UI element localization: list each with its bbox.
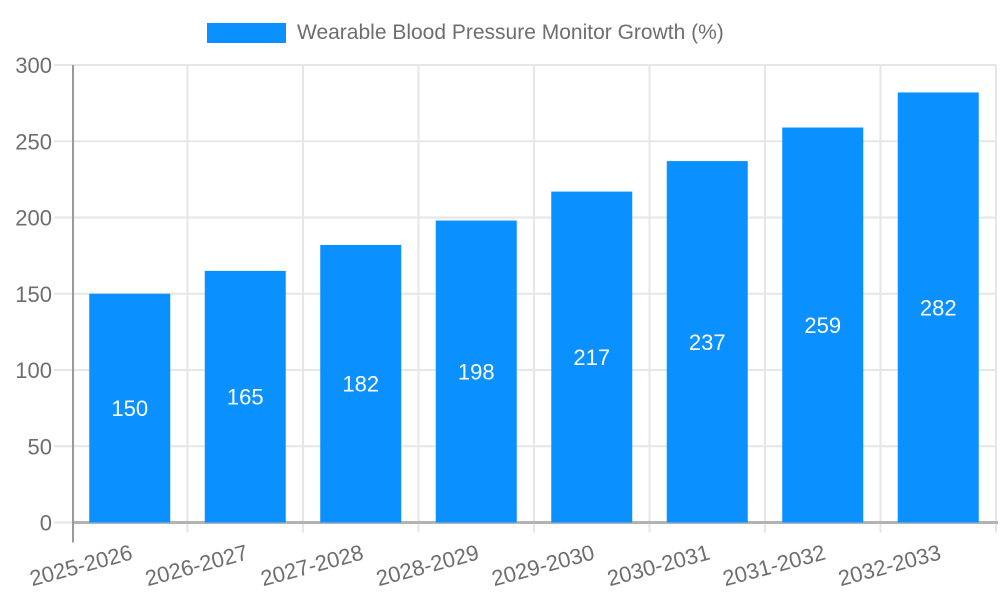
x-axis-label: 2030-2031 (604, 540, 712, 591)
bar[interactable] (435, 220, 517, 523)
legend-label: Wearable Blood Pressure Monitor Growth (… (297, 21, 724, 44)
x-axis-label: 2026-2027 (142, 540, 250, 591)
chart-legend: Wearable Blood Pressure Monitor Growth (… (207, 21, 724, 44)
bar-value-label: 165 (227, 385, 264, 410)
bar[interactable] (551, 191, 633, 523)
bar[interactable] (320, 244, 402, 523)
y-axis-label: 300 (15, 53, 52, 78)
bar-value-label: 217 (573, 345, 610, 370)
legend-swatch (207, 23, 286, 43)
x-axis-label: 2027-2028 (258, 540, 366, 591)
y-axis-label: 150 (15, 282, 52, 307)
y-axis-label: 50 (28, 434, 52, 459)
bar-value-label: 182 (342, 372, 379, 397)
x-axis-label: 2029-2030 (489, 540, 597, 591)
y-axis-label: 250 (15, 129, 52, 154)
y-axis-label: 200 (15, 206, 52, 231)
x-axis-label: 2031-2032 (720, 540, 828, 591)
x-axis-label: 2028-2029 (373, 540, 481, 591)
bar[interactable] (897, 92, 979, 523)
bar[interactable] (89, 293, 171, 523)
bar-value-label: 259 (804, 313, 841, 338)
x-axis-label: 2032-2033 (835, 540, 943, 591)
y-axis-label: 100 (15, 358, 52, 383)
bar-value-label: 237 (689, 330, 726, 355)
bar-value-label: 282 (920, 295, 957, 320)
bar[interactable] (204, 270, 286, 523)
y-axis-label: 0 (40, 511, 52, 536)
bar-value-label: 198 (458, 360, 495, 385)
bar-value-label: 150 (111, 396, 148, 421)
x-axis-label: 2025-2026 (27, 540, 135, 591)
bar[interactable] (666, 161, 748, 523)
bar[interactable] (782, 127, 864, 523)
